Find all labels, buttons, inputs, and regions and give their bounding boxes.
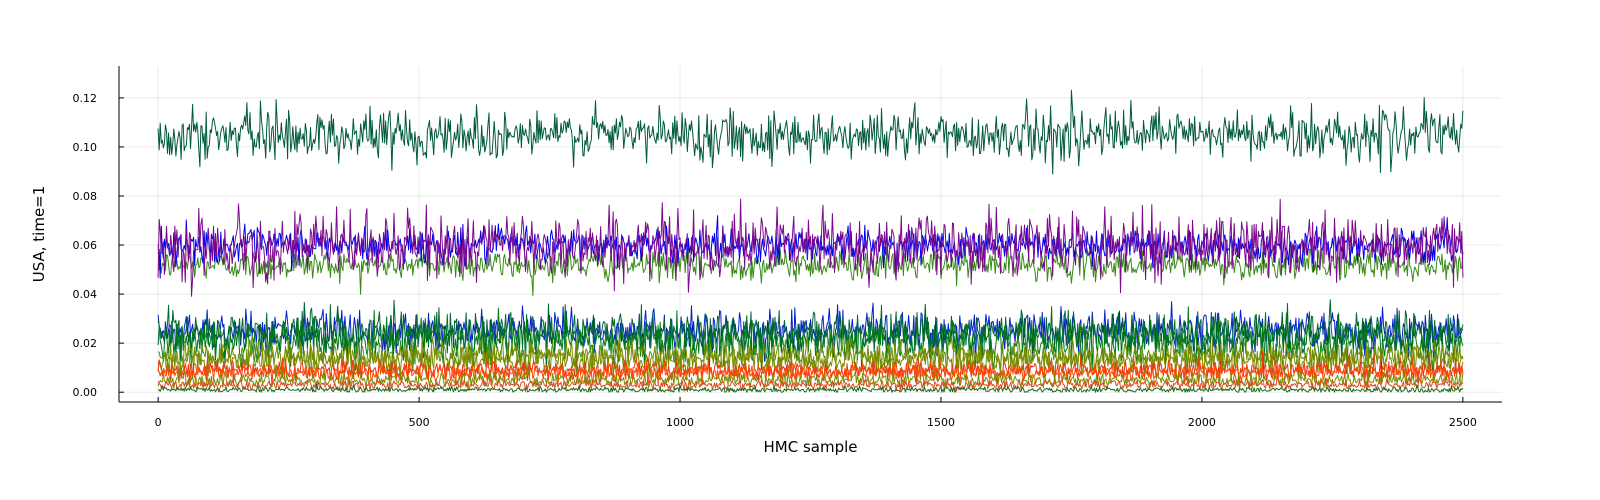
series-line-14 xyxy=(158,383,1464,393)
y-tick-label: 0.02 xyxy=(73,337,98,350)
series-group xyxy=(157,89,1464,393)
x-tick-label: 2000 xyxy=(1188,416,1216,429)
x-tick-label: 500 xyxy=(409,416,430,429)
x-tick-label: 2500 xyxy=(1449,416,1477,429)
axes xyxy=(118,66,1502,403)
series-line-8 xyxy=(158,330,1464,380)
y-tick-label: 0.08 xyxy=(73,190,98,203)
y-tick-label: 0.06 xyxy=(73,239,98,252)
x-ticks: 0 500 1000 1500 2000 2500 xyxy=(155,397,1477,429)
series-line-7 xyxy=(157,304,1464,376)
x-tick-label: 0 xyxy=(155,416,162,429)
y-tick-label: 0.00 xyxy=(73,386,98,399)
x-axis-label: HMC sample xyxy=(764,438,858,456)
series-line-9 xyxy=(157,338,1464,387)
x-tick-label: 1500 xyxy=(927,416,955,429)
y-tick-label: 0.04 xyxy=(73,288,98,301)
y-tick-label: 0.12 xyxy=(73,92,98,105)
series-line-13 xyxy=(157,376,1464,393)
series-line-10 xyxy=(157,351,1464,386)
series-line-4 xyxy=(157,89,1464,175)
x-tick-label: 1000 xyxy=(666,416,694,429)
y-ticks: 0.00 0.02 0.04 0.06 0.08 0.10 0.12 xyxy=(73,92,124,399)
y-tick-label: 0.10 xyxy=(73,141,98,154)
series-line-11 xyxy=(157,357,1464,387)
series-line-3 xyxy=(157,198,1464,297)
y-axis-label: USA, time=1 xyxy=(30,186,48,283)
